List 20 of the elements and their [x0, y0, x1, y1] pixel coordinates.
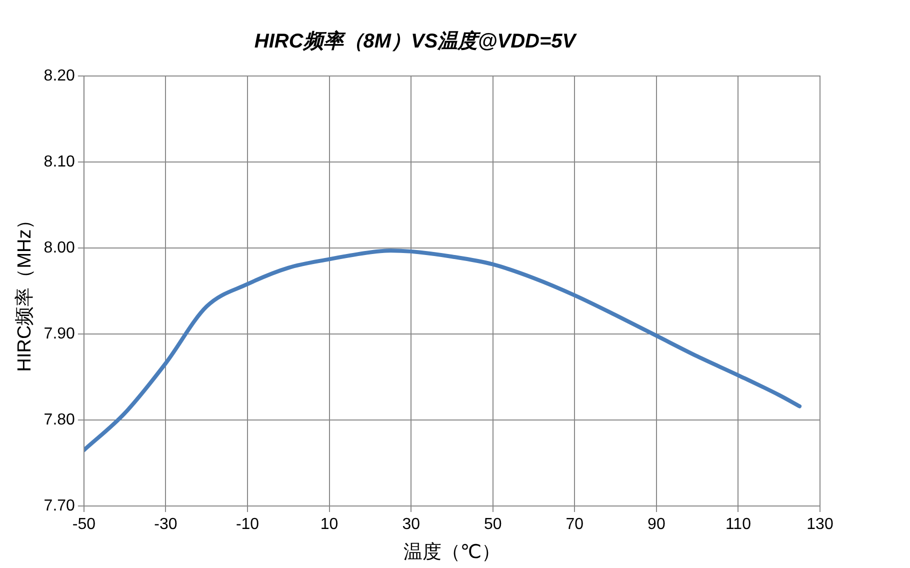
y-tick-label: 8.00: [44, 239, 76, 256]
y-tick-label: 8.20: [44, 67, 76, 84]
line-series: [84, 248, 802, 452]
x-tick-label: 70: [566, 516, 584, 534]
x-axis-title: 温度（℃）: [403, 540, 501, 563]
x-tick-label: 30: [402, 516, 420, 534]
x-tick-label: 50: [484, 516, 502, 534]
y-axis-title: HIRC频率（MHz）: [14, 210, 36, 372]
x-tick-label: 90: [648, 516, 666, 534]
x-tick-label: 110: [725, 516, 752, 534]
chart-title: HIRC频率（8M）VS温度@VDD=5V: [254, 30, 578, 53]
y-tick-label: 8.10: [44, 153, 76, 170]
x-tick-label: 130: [806, 516, 834, 534]
x-tick-label: -30: [154, 516, 178, 534]
x-tick-label: -10: [236, 516, 260, 534]
x-tick-label: -50: [72, 516, 96, 534]
y-tick-label: 7.80: [44, 411, 76, 428]
y-tick-label: 7.70: [44, 497, 76, 514]
x-tick-label: 10: [320, 516, 338, 534]
y-tick-label: 7.90: [44, 325, 76, 342]
